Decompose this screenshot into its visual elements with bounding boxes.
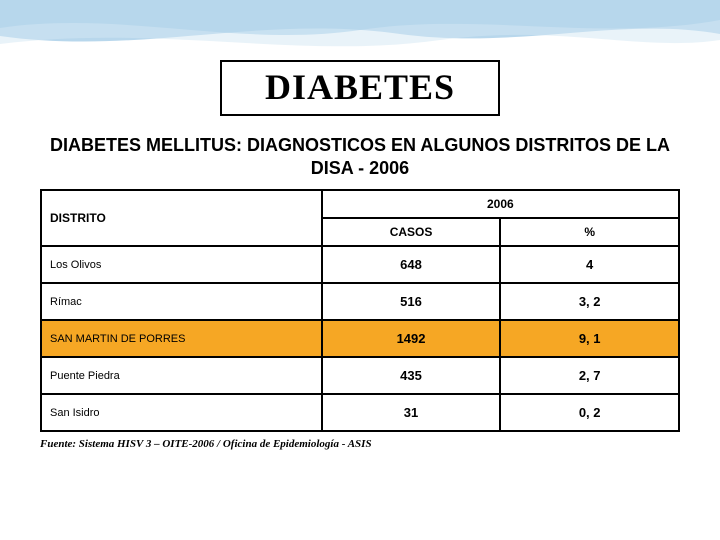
cell-percent: 0, 2 xyxy=(500,394,679,431)
cell-percent: 9, 1 xyxy=(500,320,679,357)
data-table: DISTRITO 2006 CASOS % Los Olivos6484Ríma… xyxy=(40,189,680,432)
cell-district: Puente Piedra xyxy=(41,357,322,394)
col-header-district: DISTRITO xyxy=(41,190,322,246)
subtitle: DIABETES MELLITUS: DIAGNOSTICOS EN ALGUN… xyxy=(40,134,680,179)
col-header-year: 2006 xyxy=(322,190,679,218)
cell-cases: 31 xyxy=(322,394,501,431)
title-box: DIABETES xyxy=(220,60,500,116)
table-row: Rímac5163, 2 xyxy=(41,283,679,320)
cell-percent: 2, 7 xyxy=(500,357,679,394)
source-note: Fuente: Sistema HISV 3 – OITE-2006 / Ofi… xyxy=(40,438,680,450)
table-row: San Isidro310, 2 xyxy=(41,394,679,431)
cell-cases: 648 xyxy=(322,246,501,283)
cell-cases: 516 xyxy=(322,283,501,320)
cell-percent: 4 xyxy=(500,246,679,283)
cell-district: Rímac xyxy=(41,283,322,320)
table-row: Los Olivos6484 xyxy=(41,246,679,283)
cell-district: Los Olivos xyxy=(41,246,322,283)
cell-percent: 3, 2 xyxy=(500,283,679,320)
col-header-percent: % xyxy=(500,218,679,246)
cell-district: San Isidro xyxy=(41,394,322,431)
cell-cases: 1492 xyxy=(322,320,501,357)
table-row: Puente Piedra4352, 7 xyxy=(41,357,679,394)
page-title: DIABETES xyxy=(222,66,498,108)
table-row: SAN MARTIN DE PORRES14929, 1 xyxy=(41,320,679,357)
cell-district: SAN MARTIN DE PORRES xyxy=(41,320,322,357)
col-header-cases: CASOS xyxy=(322,218,501,246)
cell-cases: 435 xyxy=(322,357,501,394)
